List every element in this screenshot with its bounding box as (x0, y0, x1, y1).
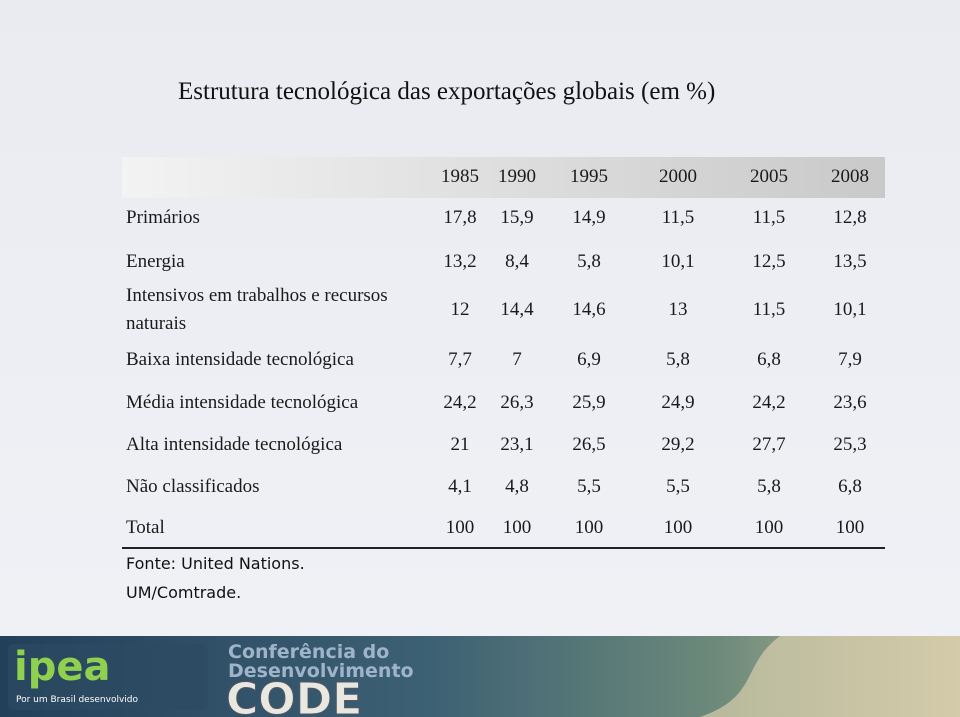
table-cell: 26,3 (500, 392, 534, 413)
table-cell: 14,9 (572, 207, 606, 228)
table-cell: 12,8 (833, 207, 867, 228)
column-header: 1995 (570, 166, 608, 187)
table-cell: 15,9 (500, 207, 534, 228)
table-cell: 100 (445, 517, 475, 538)
table-cell: 24,9 (661, 392, 695, 413)
table-cell: 7 (512, 349, 522, 370)
table-cell: 5,5 (577, 476, 601, 497)
table-cell: 7,7 (448, 349, 472, 370)
table-cell: 11,5 (752, 207, 786, 228)
table-cell: 26,5 (572, 434, 606, 455)
table-cell: 17,8 (443, 207, 477, 228)
table-cell: 6,8 (838, 476, 862, 497)
row-label: Média intensidade tecnológica (126, 392, 359, 413)
table-cell: 14,4 (500, 299, 534, 320)
row-label: Energia (126, 251, 185, 272)
table-cell: 100 (835, 517, 865, 538)
slide-title: Estrutura tecnológica das exportações gl… (178, 78, 716, 105)
table-cell: 24,2 (752, 392, 786, 413)
table-cell: 13,5 (833, 251, 867, 272)
table-cell: 100 (754, 517, 784, 538)
table-cell: 21 (450, 434, 470, 455)
column-header: 2000 (659, 166, 697, 187)
table-cell: 29,2 (661, 434, 695, 455)
logo: ipea (14, 644, 110, 690)
table-cell: 23,1 (500, 434, 534, 455)
table-cell: 5,8 (757, 476, 781, 497)
table-cell: 100 (502, 517, 532, 538)
table-cell: 10,1 (661, 251, 695, 272)
table-cell: 13 (668, 299, 688, 320)
table-cell: 6,8 (757, 349, 781, 370)
table-cell: 27,7 (752, 434, 786, 455)
table-cell: 6,9 (577, 349, 601, 370)
tagline: Por um Brasil desenvolvido (16, 695, 138, 705)
row-label: Total (126, 517, 165, 538)
column-header: 2008 (831, 166, 869, 187)
row-label: Primários (126, 207, 200, 228)
row-label: Baixa intensidade tecnológica (126, 349, 354, 370)
table-cell: 100 (574, 517, 604, 538)
table-cell: 25,9 (572, 392, 606, 413)
footer: ipea Por um Brasil desenvolvido Conferên… (0, 636, 960, 717)
source: Fonte: United Nations. (126, 554, 305, 573)
row-label: Alta intensidade tecnológica (126, 434, 343, 455)
conference: Conferência do (228, 641, 389, 663)
table-cell: 5,8 (577, 251, 601, 272)
table-cell: 25,3 (833, 434, 867, 455)
table-cell: 12 (450, 299, 470, 320)
header-band (122, 157, 885, 198)
table-cell: 10,1 (833, 299, 867, 320)
table-cell: 100 (663, 517, 693, 538)
column-header: 1990 (498, 166, 536, 187)
table-cell: 23,6 (833, 392, 867, 413)
row-label: Intensivos em trabalhos e recursos natur… (126, 285, 388, 334)
table-cell: 5,5 (666, 476, 690, 497)
footer-art: ipea Por um Brasil desenvolvido Conferên… (8, 636, 960, 717)
conference: Desenvolvimento (228, 660, 414, 682)
table-cell: 13,2 (443, 251, 477, 272)
table-cell: 14,6 (572, 299, 606, 320)
map-shape (700, 636, 960, 717)
table-cell: 12,5 (752, 251, 786, 272)
column-header: 1985 (441, 166, 479, 187)
table-cell: 4,1 (448, 476, 472, 497)
source: UM/Comtrade. (126, 583, 242, 602)
column-header: 2005 (750, 166, 788, 187)
total-rule (122, 547, 885, 549)
table-cell: 7,9 (838, 349, 862, 370)
acronym: CODE (226, 674, 362, 717)
table-cell: 4,8 (505, 476, 529, 497)
table-cell: 11,5 (661, 207, 695, 228)
row-label: Não classificados (126, 476, 260, 497)
table-cell: 24,2 (443, 392, 477, 413)
table-cell: 5,8 (666, 349, 690, 370)
logo-bg (8, 644, 208, 710)
table-cell: 11,5 (752, 299, 786, 320)
table-cell: 8,4 (505, 251, 529, 272)
